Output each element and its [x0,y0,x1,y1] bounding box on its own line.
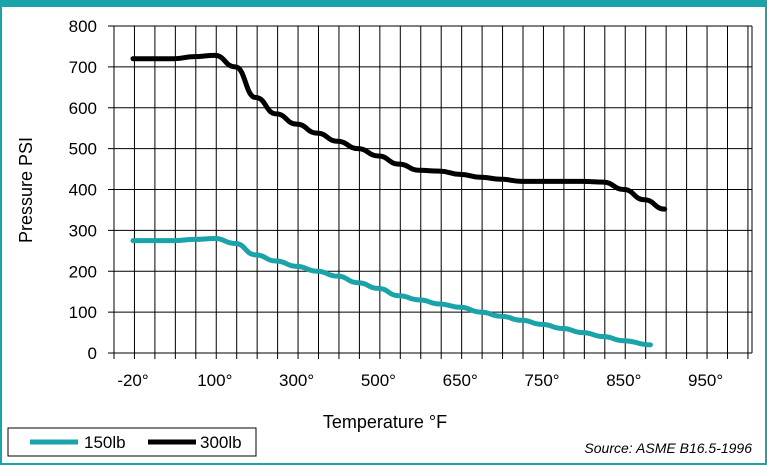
x-tick-label: 100° [197,371,232,390]
y-tick-label: 500 [69,140,97,159]
x-tick-label: -20° [117,371,148,390]
x-axis-title: Temperature °F [323,412,447,432]
series-line-150lb [130,236,653,348]
y-axis-title: Pressure PSI [16,137,36,243]
x-tick-label: 950° [688,371,723,390]
legend-label-150lb: 150lb [84,433,126,452]
y-tick-label: 400 [69,181,97,200]
series-lines [130,52,668,348]
y-tick-label: 0 [88,344,97,363]
y-tick-label: 600 [69,99,97,118]
source-note: Source: ASME B16.5-1996 [584,440,752,456]
series-line-300lb [130,52,668,212]
x-tick-label: 500° [361,371,396,390]
y-tick-label: 700 [69,58,97,77]
x-axis-ticks: -20° 100° 300° 500° 650° 750° 850° 950° [117,371,723,390]
y-tick-label: 100 [69,303,97,322]
x-tick-label: 650° [443,371,478,390]
y-tick-label: 200 [69,262,97,281]
x-tick-label: 750° [524,371,559,390]
legend-label-300lb: 300lb [200,433,242,452]
legend: 150lb 300lb [7,427,257,457]
grid [108,25,753,359]
x-tick-label: 850° [606,371,641,390]
y-tick-label: 300 [69,221,97,240]
y-tick-label: 800 [69,17,97,36]
x-tick-label: 300° [279,371,314,390]
y-axis-ticks: 0 100 200 300 400 500 600 700 800 [69,17,97,363]
